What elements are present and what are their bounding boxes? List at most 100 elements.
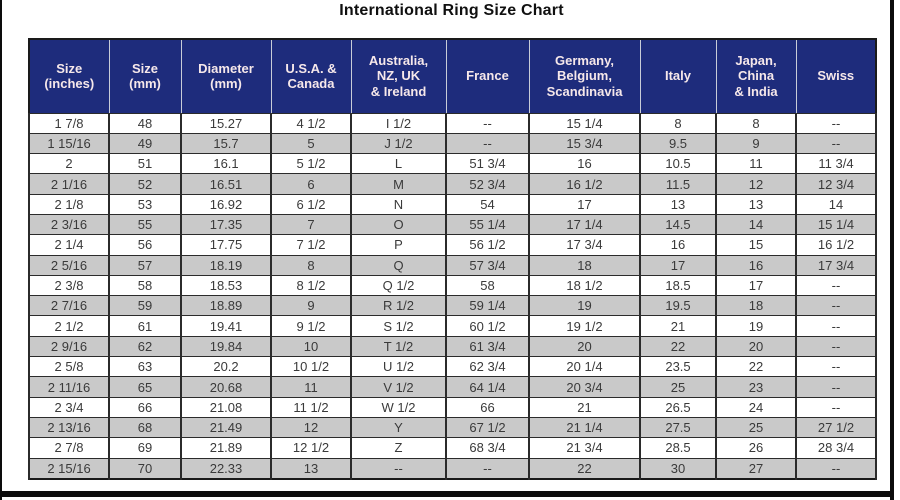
table-cell: 24: [715, 396, 797, 418]
table-cell: 26: [715, 437, 797, 459]
table-cell: 61 3/4: [445, 335, 530, 358]
table-cell: 27: [715, 457, 797, 480]
table-cell: --: [795, 356, 877, 378]
table-cell: 52 3/4: [445, 173, 530, 195]
table-cell: 7: [270, 213, 352, 236]
table-cell: 10.5: [639, 153, 717, 175]
table-cell: --: [795, 112, 877, 134]
table-cell: W 1/2: [350, 396, 447, 418]
table-cell: 2 7/16: [28, 295, 110, 317]
table-cell: 20.2: [180, 356, 272, 378]
page-frame-left: [0, 0, 2, 500]
table-cell: 17: [528, 193, 641, 215]
table-cell: 59 1/4: [445, 295, 530, 317]
table-cell: 23.5: [639, 356, 717, 378]
table-cell: 16: [715, 254, 797, 276]
table-cell: 9: [715, 132, 797, 155]
column-header: Japan, China & India: [715, 39, 796, 113]
table-cell: Z: [350, 437, 447, 459]
table-cell: 17 3/4: [795, 254, 877, 276]
table-cell: 22: [639, 335, 717, 358]
table-row: 2 11/16 65 20.68 11 V 1/2 64 1/4 20 3/4 25 23 --: [28, 376, 877, 398]
column-header: Size (mm): [108, 39, 181, 113]
table-cell: O: [350, 213, 447, 236]
table-cell: 51: [108, 153, 182, 175]
table-cell: 58: [445, 274, 530, 297]
table-cell: 9.5: [639, 132, 717, 155]
table-cell: 15 3/4: [528, 132, 641, 155]
table-cell: 21 1/4: [528, 416, 641, 439]
table-cell: 6: [270, 173, 352, 195]
table-row: 2 13/16 68 21.49 12 Y 67 1/2 21 1/4 27.5 25 27 1/…: [28, 416, 877, 439]
table-cell: --: [795, 457, 877, 480]
table-cell: 19 1/2: [528, 315, 641, 337]
column-header: France: [445, 39, 529, 113]
table-cell: 52: [108, 173, 182, 195]
table-cell: 57: [108, 254, 182, 276]
table-cell: 69: [108, 437, 182, 459]
table-cell: 5 1/2: [270, 153, 352, 175]
table-cell: 21: [528, 396, 641, 418]
table-cell: 57 3/4: [445, 254, 530, 276]
table-cell: 8 1/2: [270, 274, 352, 297]
table-cell: 12: [270, 416, 352, 439]
table-cell: 21: [639, 315, 717, 337]
table-cell: 64 1/4: [445, 376, 530, 398]
table-cell: 18.53: [180, 274, 272, 297]
table-cell: 16: [528, 153, 641, 175]
table-cell: N: [350, 193, 447, 215]
table-cell: 5: [270, 132, 352, 155]
table-cell: 22: [715, 356, 797, 378]
table-cell: --: [795, 315, 877, 337]
table-cell: 65: [108, 376, 182, 398]
table-header: Size (inches) Size (mm) Diameter (mm) U.S.A…: [29, 39, 876, 113]
table-cell: 2 3/8: [28, 274, 110, 297]
table-body: 1 7/8 48 15.27 4 1/2 I 1/2 -- 15 1/4 8 8 -- 1 15/1…: [28, 112, 877, 480]
table-cell: 68: [108, 416, 182, 439]
table-cell: 20 3/4: [528, 376, 641, 398]
table-cell: 22.33: [180, 457, 272, 480]
table-cell: 2 13/16: [28, 416, 110, 439]
table-cell: 20: [528, 335, 641, 358]
table-cell: 13: [639, 193, 717, 215]
column-header: Swiss: [795, 39, 876, 113]
table-row: 2 15/16 70 22.33 13 -- -- 22 30 27 --: [28, 457, 877, 480]
table-cell: 56 1/2: [445, 234, 530, 256]
table-cell: 1 7/8: [28, 112, 110, 134]
table-cell: 20.68: [180, 376, 272, 398]
table-cell: 22: [528, 457, 641, 480]
table-cell: 19: [528, 295, 641, 317]
table-cell: U 1/2: [350, 356, 447, 378]
table-cell: --: [445, 132, 530, 155]
table-cell: 54: [445, 193, 530, 215]
table-cell: 17.35: [180, 213, 272, 236]
table-cell: 51 3/4: [445, 153, 530, 175]
table-cell: T 1/2: [350, 335, 447, 358]
table-cell: 9: [270, 295, 352, 317]
table-cell: V 1/2: [350, 376, 447, 398]
table-cell: 70: [108, 457, 182, 480]
table-cell: Q: [350, 254, 447, 276]
table-cell: 7 1/2: [270, 234, 352, 256]
column-header: U.S.A. & Canada: [270, 39, 351, 113]
table-cell: 21.89: [180, 437, 272, 459]
table-cell: 61: [108, 315, 182, 337]
table-cell: S 1/2: [350, 315, 447, 337]
table-row: 2 7/16 59 18.89 9 R 1/2 59 1/4 19 19.5 18 --: [28, 295, 877, 317]
table-cell: 28 3/4: [795, 437, 877, 459]
table-cell: --: [445, 457, 530, 480]
table-cell: 62 3/4: [445, 356, 530, 378]
table-row: 2 7/8 69 21.89 12 1/2 Z 68 3/4 21 3/4 28.5 26 28 …: [28, 437, 877, 459]
table-cell: 16 1/2: [795, 234, 877, 256]
table-cell: 15 1/4: [795, 213, 877, 236]
table-cell: 16.92: [180, 193, 272, 215]
table-cell: 14: [715, 213, 797, 236]
table-cell: 30: [639, 457, 717, 480]
table-cell: 18: [528, 254, 641, 276]
table-cell: 17: [715, 274, 797, 297]
table-cell: 6 1/2: [270, 193, 352, 215]
table-cell: --: [795, 396, 877, 418]
table-cell: 59: [108, 295, 182, 317]
table-cell: 12: [715, 173, 797, 195]
table-cell: 58: [108, 274, 182, 297]
